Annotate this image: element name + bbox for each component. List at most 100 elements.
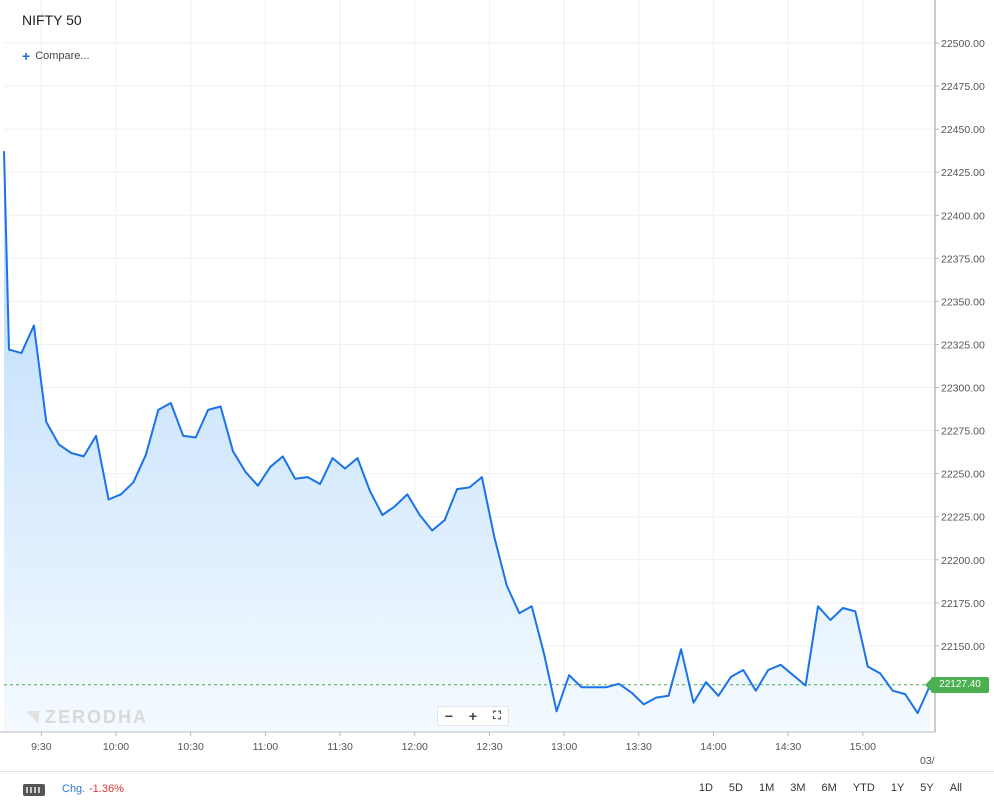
data-point bbox=[506, 584, 508, 587]
range-3m[interactable]: 3M bbox=[790, 782, 806, 794]
data-point bbox=[319, 483, 321, 485]
data-point bbox=[70, 452, 72, 454]
data-point bbox=[418, 514, 421, 516]
data-point bbox=[107, 498, 110, 501]
plus-icon: + bbox=[22, 47, 31, 64]
data-point bbox=[207, 409, 209, 411]
data-point bbox=[58, 443, 60, 446]
data-point bbox=[692, 701, 695, 704]
data-point bbox=[842, 607, 844, 609]
chart-area[interactable]: 22150.00 22175.00 22200.00 22225.00 22250.00… bbox=[0, 0, 994, 772]
x-tick-label: 9:30 bbox=[31, 741, 52, 753]
data-point bbox=[717, 695, 720, 697]
y-tick-label: 22300.00 bbox=[941, 383, 985, 395]
data-point bbox=[306, 476, 309, 478]
data-point bbox=[493, 536, 496, 539]
data-point bbox=[282, 455, 284, 458]
range-6m[interactable]: 6M bbox=[821, 782, 837, 794]
data-point bbox=[667, 695, 670, 697]
y-tick-label: 22250.00 bbox=[941, 469, 985, 481]
x-tick-label: 11:30 bbox=[327, 741, 353, 753]
data-point bbox=[3, 150, 5, 153]
data-point bbox=[792, 674, 794, 676]
keyboard-icon[interactable] bbox=[23, 784, 45, 796]
x-tick-label: 11:00 bbox=[253, 741, 279, 753]
data-point bbox=[867, 665, 869, 668]
y-tick-label: 22275.00 bbox=[941, 426, 985, 438]
data-point bbox=[269, 466, 272, 468]
data-point bbox=[530, 605, 533, 608]
data-point bbox=[157, 409, 160, 411]
data-point bbox=[294, 478, 297, 480]
data-point bbox=[804, 684, 807, 687]
data-point bbox=[618, 683, 620, 685]
data-point bbox=[194, 436, 197, 439]
x-tick-label: 12:00 bbox=[402, 741, 428, 753]
range-1m[interactable]: 1M bbox=[758, 782, 775, 794]
data-point bbox=[854, 610, 857, 613]
data-point bbox=[730, 676, 732, 678]
data-point bbox=[879, 672, 881, 675]
data-point bbox=[555, 710, 558, 713]
x-tick-label: 10:30 bbox=[178, 741, 204, 753]
data-point bbox=[705, 681, 707, 683]
data-point bbox=[630, 691, 633, 694]
y-tick-label: 22475.00 bbox=[941, 81, 985, 93]
data-point bbox=[580, 686, 583, 688]
data-point bbox=[829, 619, 832, 621]
data-point bbox=[331, 457, 334, 459]
symbol-title: NIFTY 50 bbox=[22, 12, 82, 28]
data-point bbox=[817, 605, 819, 608]
y-tick-label: 22150.00 bbox=[941, 641, 985, 653]
y-tick-label: 22200.00 bbox=[941, 555, 985, 567]
data-point bbox=[8, 348, 10, 351]
data-point bbox=[891, 689, 894, 692]
price-chart[interactable]: 22150.00 22175.00 22200.00 22225.00 22250.00… bbox=[0, 0, 994, 772]
price-line bbox=[3, 151, 931, 715]
data-point bbox=[182, 435, 184, 437]
data-point bbox=[468, 486, 471, 489]
range-selector: 1D 5D 1M 3M 6M YTD 1Y 5Y All bbox=[691, 782, 970, 794]
data-point bbox=[145, 453, 147, 456]
zoom-in-button[interactable]: + bbox=[468, 708, 478, 724]
data-point bbox=[170, 402, 172, 404]
change-value: -1.36% bbox=[89, 783, 124, 795]
data-point bbox=[406, 493, 409, 496]
watermark-text: ZERODHA bbox=[45, 707, 148, 727]
compare-button[interactable]: + Compare... bbox=[22, 47, 90, 64]
watermark-logo: ZERODHA bbox=[26, 707, 148, 728]
x-tick-label: 14:30 bbox=[775, 741, 801, 753]
last-price-tag: 22127.40 bbox=[925, 676, 989, 693]
range-all[interactable]: All bbox=[949, 782, 962, 794]
range-1d[interactable]: 1D bbox=[698, 782, 713, 794]
data-point bbox=[257, 484, 259, 487]
fullscreen-button[interactable]: ⛶ bbox=[493, 709, 501, 722]
data-point bbox=[916, 712, 919, 714]
x-tick-label: 13:30 bbox=[626, 741, 652, 753]
range-5d[interactable]: 5D bbox=[728, 782, 743, 794]
range-1y[interactable]: 1Y bbox=[890, 782, 905, 794]
data-point bbox=[82, 455, 85, 458]
price-area bbox=[3, 150, 935, 733]
data-point bbox=[45, 421, 48, 423]
change-label: Chg. bbox=[62, 783, 86, 795]
y-axis-ticks: 22150.00 22175.00 22200.00 22225.00 22250.00… bbox=[935, 38, 985, 653]
data-point bbox=[605, 686, 608, 688]
data-point bbox=[120, 493, 122, 496]
x-tick-label-next-day: 03/ bbox=[920, 755, 935, 767]
area-fill bbox=[4, 151, 930, 733]
zoom-out-button[interactable]: − bbox=[444, 708, 454, 724]
data-point bbox=[779, 664, 782, 666]
x-tick-label: 14:00 bbox=[700, 741, 726, 753]
y-tick-label: 22450.00 bbox=[941, 124, 985, 136]
range-ytd[interactable]: YTD bbox=[852, 782, 875, 794]
range-5y[interactable]: 5Y bbox=[920, 782, 934, 794]
data-point bbox=[431, 529, 434, 532]
data-point bbox=[232, 450, 234, 453]
y-tick-label: 22325.00 bbox=[941, 339, 985, 351]
data-point bbox=[518, 612, 521, 614]
data-point bbox=[356, 457, 359, 459]
x-tick-label: 12:30 bbox=[476, 741, 502, 753]
data-point bbox=[456, 488, 458, 490]
data-point bbox=[33, 324, 35, 327]
